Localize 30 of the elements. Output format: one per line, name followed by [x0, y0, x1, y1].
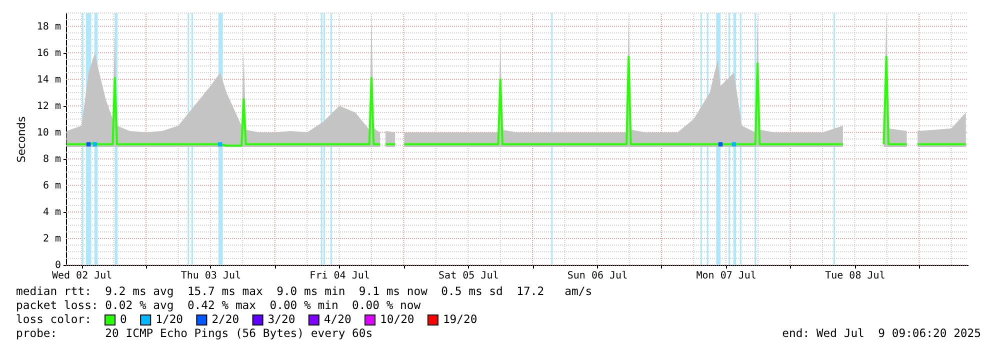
text: end: Wed Jul 9 09:06:20 2025 [782, 326, 981, 340]
text: packet loss: 0.02 % avg 0.42 % max 0.00 % min 0.00 % now [16, 298, 421, 312]
legend-label: 19/20 [442, 312, 478, 326]
y-tick-label: 2 m [42, 233, 61, 244]
x-tick-label: Thu 03 Jul [180, 270, 242, 282]
y-tick-label: 12 m [36, 100, 61, 112]
legend-label: 2/20 [212, 312, 240, 326]
x-tick-label: Sat 05 Jul [438, 270, 499, 282]
y-tick-label: 8 m [42, 154, 61, 165]
x-tick-label: Wed 02 Jul [52, 270, 112, 282]
legend-title: loss color: [16, 312, 92, 326]
y-tick-label: 0 [54, 260, 61, 271]
y-tick-label: 4 m [42, 206, 61, 218]
text: probe: 20 ICMP Echo Pings (56 Bytes) every 60s [16, 326, 373, 340]
y-tick-label: 10 m [36, 127, 61, 138]
y-tick-label: 18 m [36, 21, 61, 32]
y-axis-title: Seconds [15, 116, 28, 163]
text: median rtt: 9.2 ms avg 15.7 ms max 9.0 ms min 9.1 ms now 0.5 ms sd 17.2 am/s [16, 284, 592, 298]
y-tick-label: 6 m [42, 180, 61, 192]
legend-label: 1/20 [156, 312, 184, 326]
legend-label: 3/20 [268, 312, 296, 326]
x-tick-label: Fri 04 Jul [310, 270, 370, 282]
x-tick-label: Sun 06 Jul [567, 270, 628, 282]
x-tick-label: Mon 07 Jul [696, 270, 756, 282]
y-tick-label: 14 m [36, 74, 61, 86]
legend-label: 0 [120, 312, 128, 326]
legend-label: 10/20 [380, 312, 414, 326]
x-tick-label: Tue 08 Jul [825, 270, 886, 282]
y-tick-label: 16 m [36, 48, 61, 59]
legend-label: 4/20 [324, 312, 352, 326]
